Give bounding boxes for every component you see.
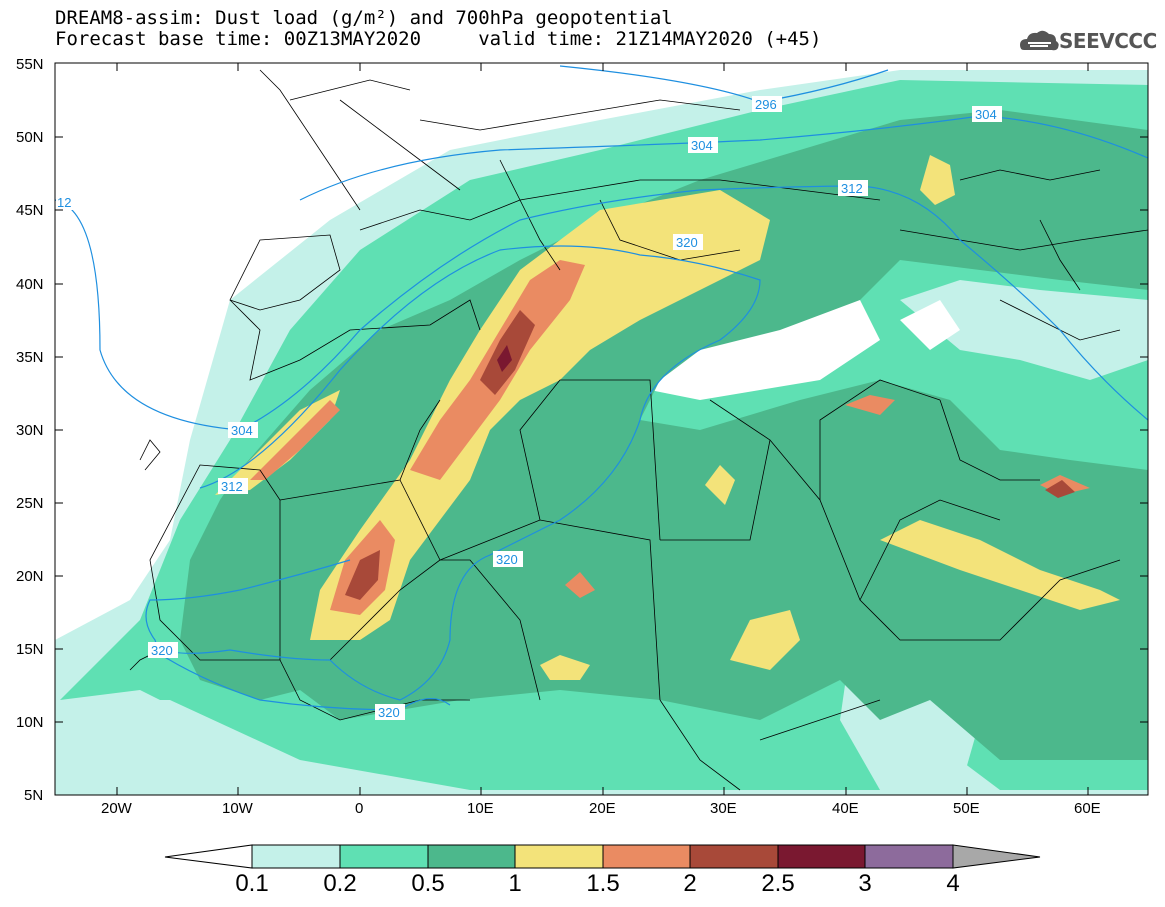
colorbar-label-1.5: 1.5 <box>586 870 620 897</box>
dust-area-1-1.5-egypt <box>705 465 735 505</box>
colorbar-label-0.2: 0.2 <box>323 870 357 897</box>
colorbar-arrow-right <box>952 844 1041 869</box>
lat-label-20n: 20N <box>16 568 44 585</box>
lat-label-55n: 55N <box>16 56 44 73</box>
contour-label-304: 304 <box>691 138 713 153</box>
colorbar-label-1: 1 <box>508 870 522 897</box>
dust-area-1-1.5-chad <box>540 655 590 680</box>
lat-label-25n: 25N <box>16 495 44 512</box>
cloud-icon <box>1020 30 1059 51</box>
colorbar-cell-0.2-0.5 <box>339 844 429 869</box>
colorbar-cell-3-4 <box>864 844 954 869</box>
geopotential-contours <box>55 65 1148 711</box>
contour-label-312: 312 <box>841 181 863 196</box>
lat-label-15n: 15N <box>16 641 44 658</box>
colorbar-cell-0.5-1 <box>427 844 516 869</box>
colorbar-cell-2.5-3 <box>777 844 866 869</box>
contour-label-320-senegal: 320 <box>151 643 173 658</box>
clear-area-caspian <box>900 300 960 350</box>
dust-area-mid <box>180 110 1148 760</box>
lon-label-10e: 10E <box>467 800 494 817</box>
lat-label-5n: 5N <box>24 787 44 804</box>
clear-area-central-asia <box>900 280 1148 380</box>
lat-label-10n: 10N <box>16 714 44 731</box>
dust-area-1-1.5-sudan <box>730 610 800 670</box>
lon-label-0: 0 <box>355 800 364 817</box>
colorbar-arrow-left <box>164 844 253 869</box>
colorbar-cell-2-2.5 <box>689 844 779 869</box>
map-subtitle: Forecast base time: 00Z13MAY2020 valid t… <box>55 28 822 50</box>
lat-label-40n: 40N <box>16 276 44 293</box>
contour-label-320-nigeria: 320 <box>378 705 400 720</box>
dust-area-1-1.5-ukraine <box>920 155 955 205</box>
borders <box>129 69 1148 791</box>
clear-area-med <box>640 300 880 400</box>
lat-label-35n: 35N <box>16 349 44 366</box>
contour-label-296: 296 <box>755 97 777 112</box>
contour-label-312-west: 312 <box>221 479 243 494</box>
dust-area-2.5-3 <box>497 345 512 372</box>
colorbar-label-2.5: 2.5 <box>761 870 795 897</box>
contour-labels: 296 304 304 312 312 304 320 320 320 320 … <box>56 96 1002 720</box>
colorbar-cell-0.1-0.2 <box>251 844 341 869</box>
lon-label-40e: 40E <box>832 800 859 817</box>
colorbar-label-2: 2 <box>683 870 697 897</box>
colorbar <box>164 844 1041 869</box>
lat-label-50n: 50N <box>16 129 44 146</box>
contour-label-304-west: 304 <box>231 423 253 438</box>
colorbar-label-0.5: 0.5 <box>411 870 445 897</box>
colorbar-cell-1.5-2 <box>602 844 691 869</box>
colorbar-label-0.1: 0.1 <box>235 870 269 897</box>
axis-ticks <box>55 62 1148 796</box>
lat-label-45n: 45N <box>16 202 44 219</box>
clear-area-guinea <box>55 690 260 795</box>
lon-label-20w: 20W <box>101 800 132 817</box>
contour-label-320-niger: 320 <box>496 552 518 567</box>
lon-label-20e: 20E <box>589 800 616 817</box>
colorbar-cell-1-1.5 <box>514 844 604 869</box>
colorbar-label-4: 4 <box>946 870 960 897</box>
contour-label-304-east: 304 <box>975 107 997 122</box>
colorbar-label-3: 3 <box>858 870 872 897</box>
map-title: DREAM8-assim: Dust load (g/m²) and 700hP… <box>55 7 673 29</box>
lat-label-30n: 30N <box>16 422 44 439</box>
lon-label-30e: 30E <box>710 800 737 817</box>
map-frame <box>54 62 1149 796</box>
dust-area-1-1.5-sahara <box>310 190 770 640</box>
lon-label-50e: 50E <box>953 800 980 817</box>
dust-area-1-1.5-arabia <box>880 520 1120 610</box>
contour-label-320-greece: 320 <box>676 235 698 250</box>
contour-label-12: 12 <box>57 195 71 210</box>
lon-label-60e: 60E <box>1074 800 1101 817</box>
logo-text: SEEVCCC <box>1059 29 1157 53</box>
lon-label-10w: 10W <box>222 800 253 817</box>
